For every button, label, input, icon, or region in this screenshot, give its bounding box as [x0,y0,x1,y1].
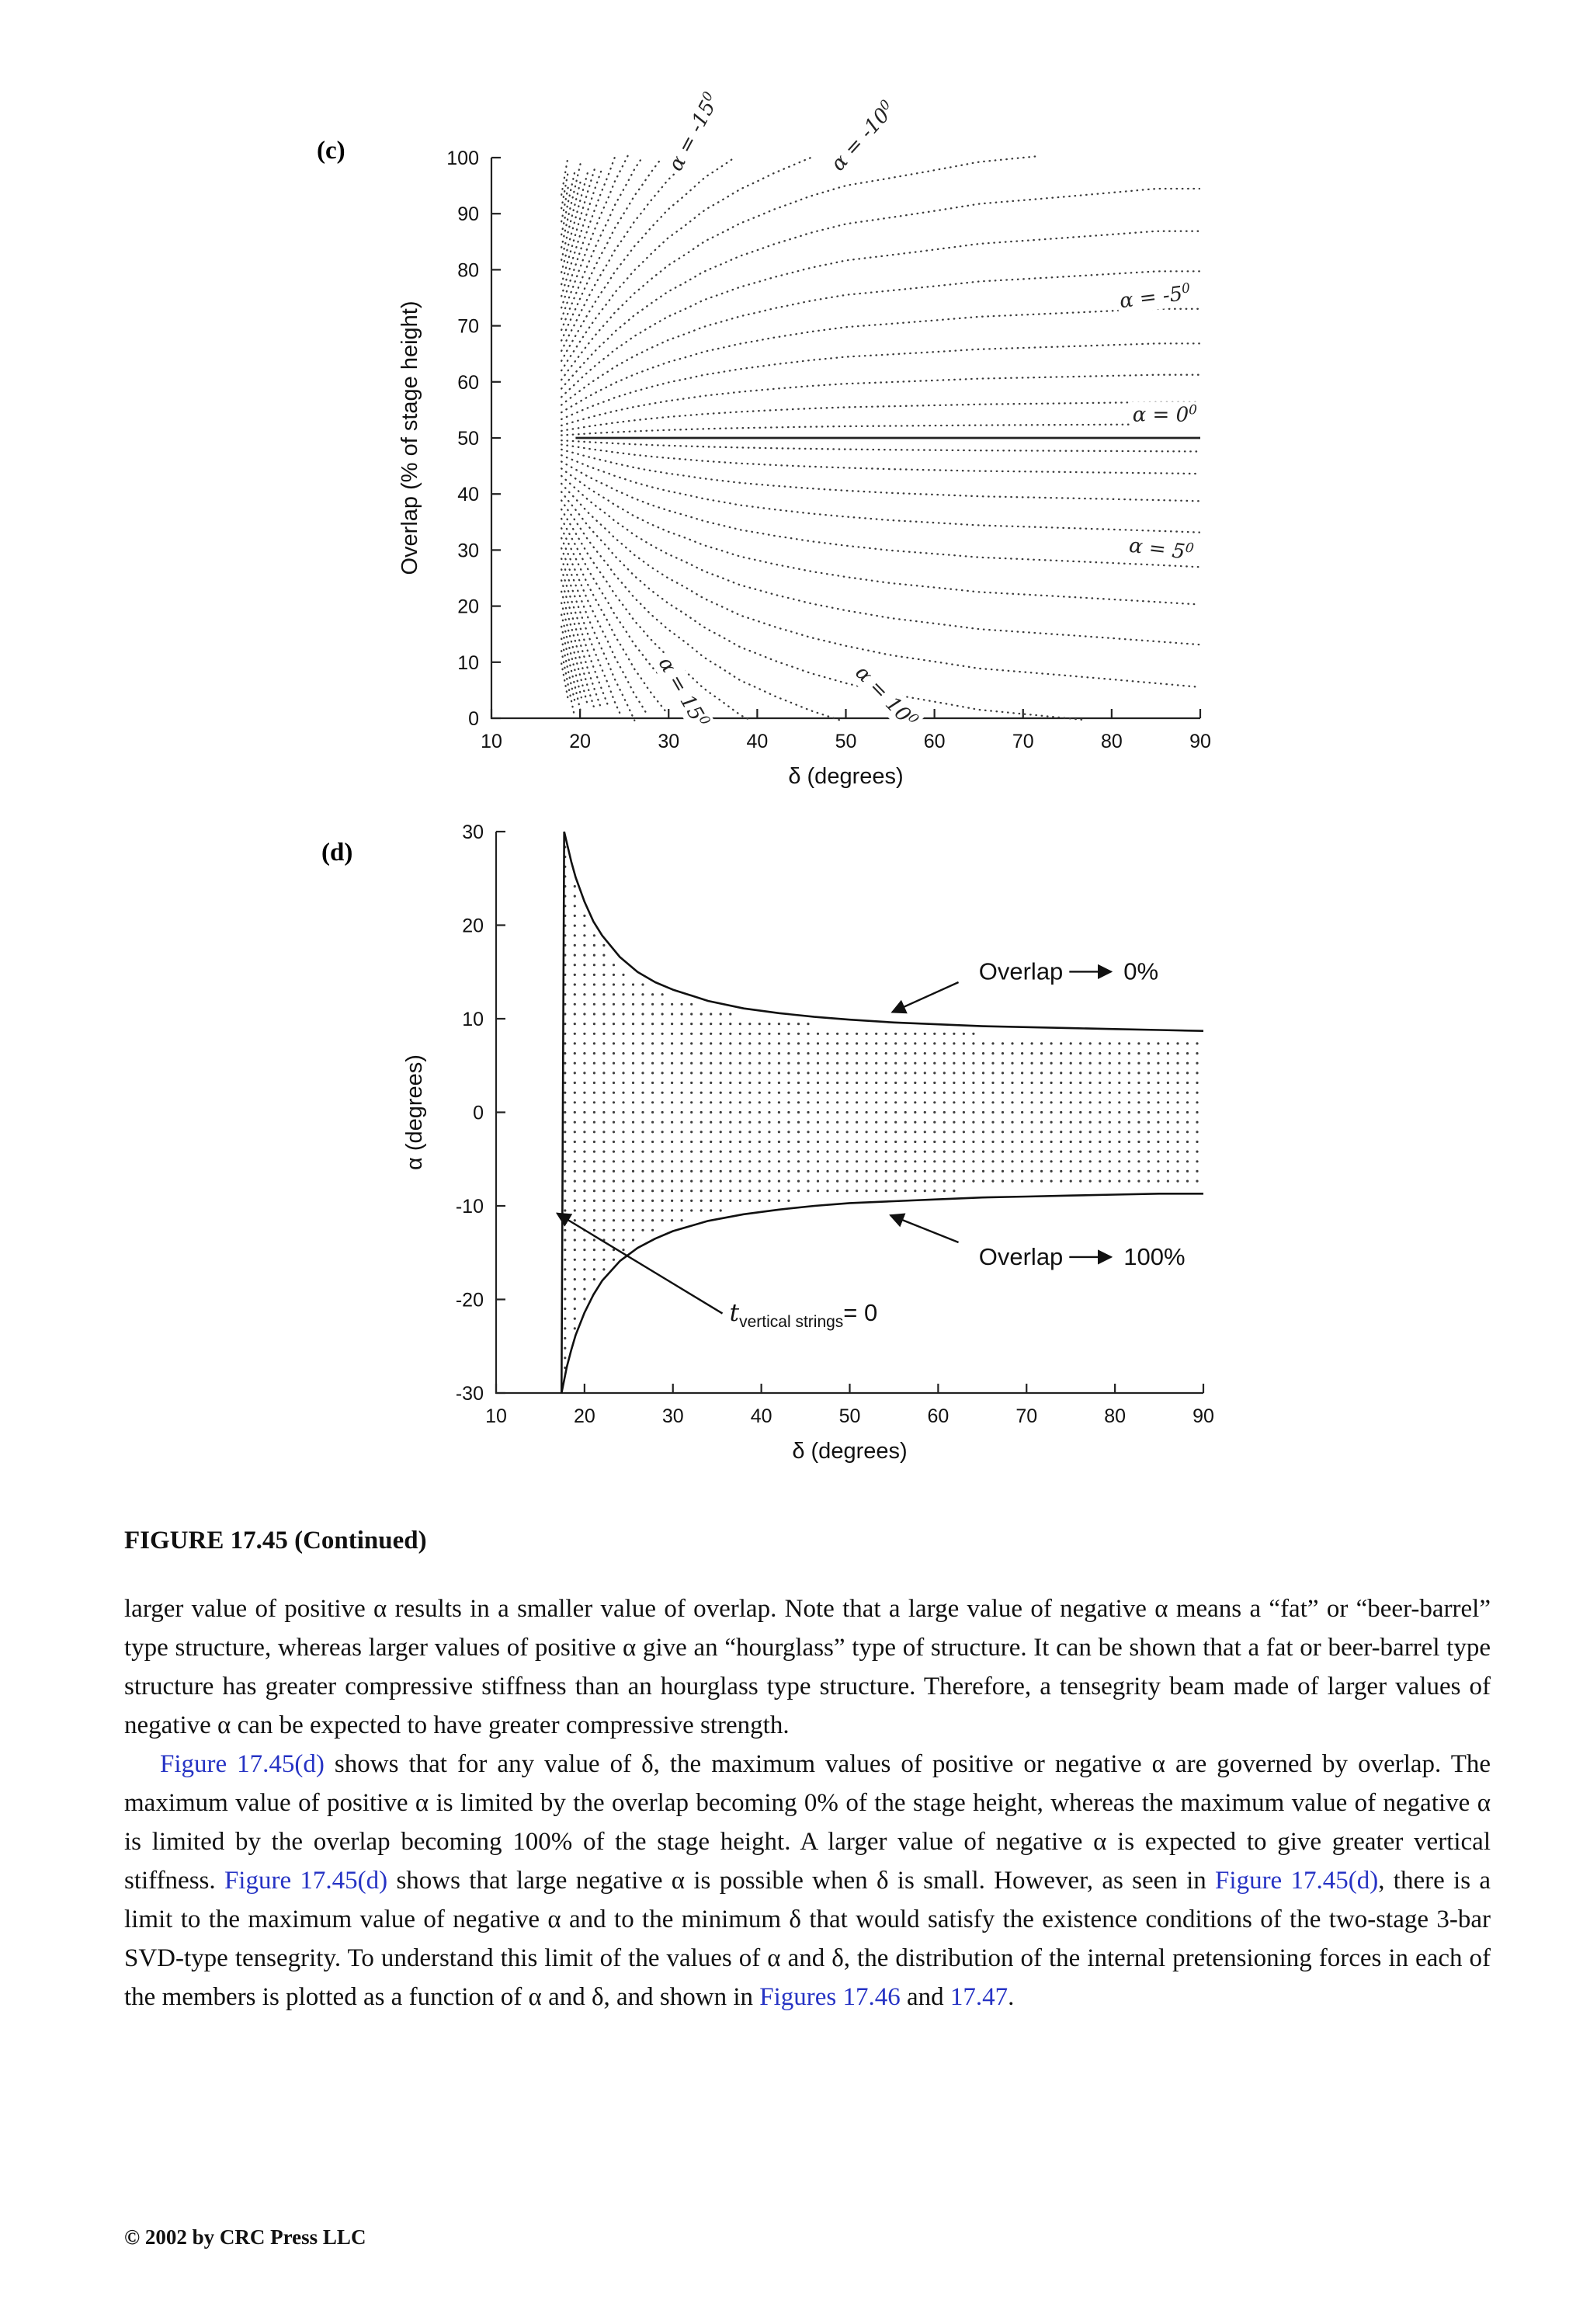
overlap-100-annotation: Overlap 100% [889,1213,1186,1270]
svg-text:10: 10 [462,1009,484,1030]
copyright-footer: © 2002 by CRC Press LLC [124,2225,366,2249]
svg-text:α = -100: α = -100 [826,97,901,176]
svg-text:Overlap: Overlap [979,957,1064,985]
contour-label: α = 50 [1125,532,1198,567]
x-axis-label: δ (degrees) [788,764,903,789]
svg-text:100%: 100% [1123,1243,1185,1270]
overlap-100-curve [561,1192,1203,1394]
svg-text:100: 100 [446,148,479,169]
svg-text:80: 80 [457,259,479,281]
svg-text:-20: -20 [456,1290,484,1311]
figure-reference-link[interactable]: Figure 17.45(d) [224,1867,388,1895]
panel-label-c: (c) [317,137,345,165]
svg-text:10: 10 [481,731,502,752]
svg-text:30: 30 [662,1405,684,1427]
x-axis-label: δ (degrees) [792,1439,907,1464]
x-ticks: 10 20 30 40 50 60 70 80 90 [481,709,1211,752]
min-delta-boundary [560,831,565,1394]
text-run: shows that for any value of δ, the maxim… [124,1750,1491,1895]
y-ticks: -30 -20 -10 0 10 20 30 [456,822,505,1405]
svg-text:-30: -30 [456,1383,484,1405]
svg-text:20: 20 [457,596,479,618]
x-ticks: 10 20 30 40 50 60 70 80 90 [485,1384,1214,1427]
svg-text:α = 50: α = 50 [1127,533,1195,565]
alpha-contour-curves [561,155,1201,721]
svg-text:tvertical strings= 0: tvertical strings= 0 [730,1299,878,1331]
svg-text:50: 50 [835,731,857,752]
svg-text:30: 30 [457,540,479,561]
contour-label: α = -150 [661,86,727,178]
figure-reference-link[interactable]: Figure 17.45(d) [1215,1867,1379,1895]
contour-label: α = -100 [824,94,903,179]
svg-text:80: 80 [1104,1405,1126,1427]
t-vertical-strings-annotation: tvertical strings= 0 [555,1212,878,1331]
svg-text:60: 60 [457,372,479,394]
svg-text:50: 50 [839,1405,861,1427]
svg-text:α = 100: α = 100 [850,661,922,733]
panel-label-d: (d) [321,839,353,867]
svg-text:40: 40 [751,1405,772,1427]
svg-text:α = 00: α = 00 [1133,402,1197,426]
figure-reference-link[interactable]: Figure 17.45(d) [160,1750,325,1778]
overlap-0-annotation: Overlap 0% [890,957,1158,1014]
svg-text:30: 30 [462,822,484,843]
svg-text:10: 10 [485,1405,507,1427]
svg-text:90: 90 [1189,731,1211,752]
svg-text:70: 70 [1012,731,1034,752]
svg-text:-10: -10 [456,1196,484,1218]
svg-text:20: 20 [569,731,591,752]
svg-text:10: 10 [457,652,479,674]
contour-label: α = -50 [1116,279,1195,314]
svg-text:50: 50 [457,428,479,450]
svg-text:Overlap: Overlap [979,1243,1064,1270]
contour-label: α = 100 [848,658,924,736]
svg-text:0: 0 [473,1103,484,1124]
svg-text:0: 0 [468,708,479,730]
y-axis-label: α (degrees) [402,1054,427,1170]
text-run: larger value of positive α results in a … [124,1595,1491,1739]
overlap-0-curve [563,831,1204,1032]
chart-alpha-vs-delta: 10 20 30 40 50 60 70 80 90 -30 -20 -10 0 10 20 30 δ (deg… [402,822,1214,1464]
contour-label: α = 150 [651,650,715,735]
y-axis-label: Overlap (% of stage height) [398,300,422,575]
svg-text:α = 150: α = 150 [654,653,713,732]
svg-text:70: 70 [457,316,479,338]
figure-reference-link[interactable]: 17.47 [949,1983,1009,2011]
svg-text:40: 40 [746,731,768,752]
svg-text:40: 40 [457,484,479,505]
figure-reference-link[interactable]: Figures 17.46 [759,1983,901,2011]
svg-text:20: 20 [462,915,484,937]
paragraph-2: Figure 17.45(d) shows that for any value… [124,1745,1491,2017]
svg-text:60: 60 [924,731,946,752]
feasible-region-dots [564,846,1199,1370]
figure-caption: FIGURE 17.45 (Continued) [124,1527,427,1555]
body-text-block: FIGURE 17.45 (Continued) larger value of… [124,1527,1491,2017]
svg-text:60: 60 [927,1405,949,1427]
svg-text:80: 80 [1101,731,1123,752]
svg-text:30: 30 [658,731,679,752]
text-run: . [1008,1983,1015,2011]
svg-text:90: 90 [457,203,479,225]
paragraph-1: larger value of positive α results in a … [124,1589,1491,1745]
y-ticks: 0 10 20 30 40 50 60 70 80 90 100 [446,148,501,730]
contour-label: α = 00 [1130,401,1200,428]
chart-overlap-vs-delta: 10 20 30 40 50 60 70 80 900102030405060708090100… [398,86,1211,789]
svg-text:0%: 0% [1123,957,1158,985]
text-run: and [900,1983,950,2011]
text-run: shows that large negative α is possible … [387,1867,1216,1895]
svg-text:20: 20 [574,1405,595,1427]
svg-text:90: 90 [1192,1405,1214,1427]
svg-text:70: 70 [1015,1405,1037,1427]
text-run: , there is a limit to the maximum value … [124,1867,1491,2011]
